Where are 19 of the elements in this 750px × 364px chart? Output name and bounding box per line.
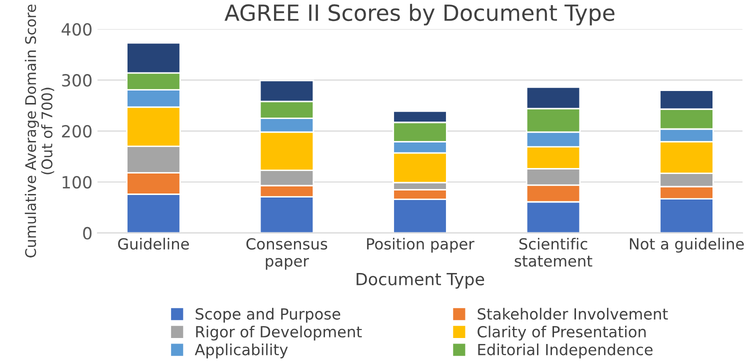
x-axis-title: Document Type (356, 273, 484, 289)
x-tick-label: Not a guideline (630, 238, 744, 253)
legend-label: Rigor of Development (196, 326, 362, 340)
x-tick-label: Guideline (118, 238, 189, 250)
legend-label: Editorial Independence (478, 344, 653, 358)
x-tick-label: Position paper (367, 238, 474, 253)
legend-label: Stakeholder Involvement (478, 308, 668, 320)
y-tick-label: 300 (62, 74, 92, 87)
chart-title: AGREE II Scores by Document Type (224, 4, 614, 26)
y-tick-label: 400 (62, 23, 92, 36)
x-tick-label: Scientific statement (514, 238, 592, 267)
y-axis-title: Cumulative Average Domain Score (Out of 700) (24, 4, 54, 258)
legend-label: Applicability (194, 344, 288, 358)
y-tick-label: 200 (62, 125, 92, 138)
y-tick-label: 0 (83, 226, 92, 240)
legend-label: Clarity of Presentation (478, 326, 646, 340)
legend-label: Scope and Purpose (196, 308, 340, 323)
x-tick-label: Consensus paper (246, 238, 328, 270)
y-tick-label: 100 (62, 176, 92, 189)
